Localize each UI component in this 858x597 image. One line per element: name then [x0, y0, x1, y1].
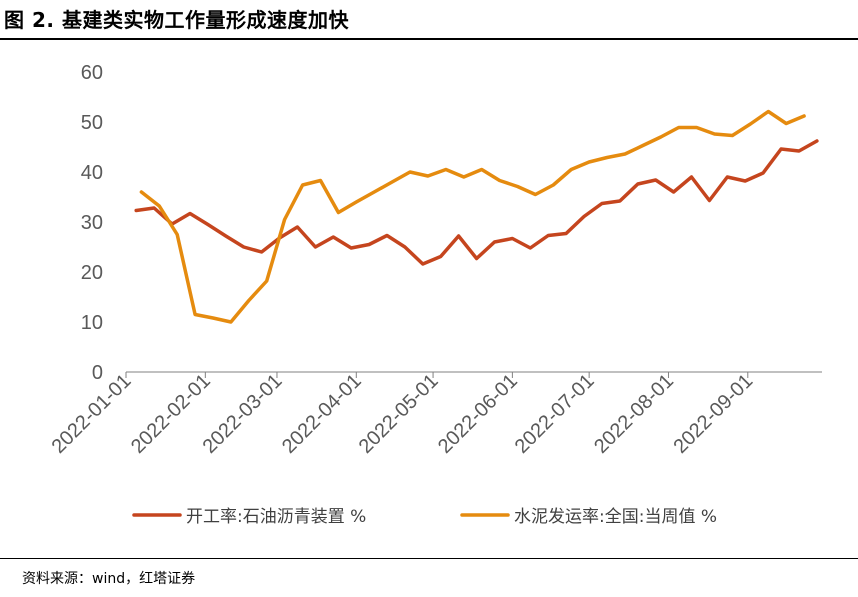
x-tick-label: 2022-09-01 — [669, 370, 757, 458]
footer-rule — [0, 558, 858, 559]
x-axis: 2022-01-012022-02-012022-03-012022-04-01… — [48, 370, 822, 458]
series-line-cement — [139, 109, 806, 324]
line-chart: 0 10 20 30 40 50 60 2022-01-012022-02-012022-0… — [48, 62, 822, 527]
y-tick-label: 20 — [81, 262, 103, 284]
x-tick-label: 2022-06-01 — [434, 370, 522, 458]
series-lines — [134, 109, 819, 324]
y-tick-label: 60 — [81, 62, 103, 84]
y-tick-label: 50 — [81, 112, 103, 134]
y-tick-label: 0 — [92, 362, 103, 384]
series-line-asphalt — [134, 139, 819, 266]
x-tick-label: 2022-05-01 — [355, 370, 443, 458]
x-tick-label: 2022-07-01 — [511, 370, 599, 458]
y-axis: 0 10 20 30 40 50 60 — [81, 62, 103, 384]
legend-label: 开工率:石油沥青装置 % — [186, 507, 366, 527]
y-tick-label: 30 — [81, 212, 103, 234]
legend: 开工率:石油沥青装置 % 水泥发运率:全国:当周值 % — [132, 507, 717, 527]
source-note: 资料来源：wind，红塔证券 — [22, 571, 196, 587]
legend-label: 水泥发运率:全国:当周值 % — [514, 507, 717, 527]
x-tick-label: 2022-04-01 — [278, 370, 366, 458]
title-rule — [0, 38, 858, 40]
x-tick-label: 2022-08-01 — [590, 370, 678, 458]
y-tick-label: 10 — [81, 312, 103, 334]
y-tick-label: 40 — [81, 162, 103, 184]
figure-title: 图 2. 基建类实物工作量形成速度加快 — [4, 8, 349, 32]
